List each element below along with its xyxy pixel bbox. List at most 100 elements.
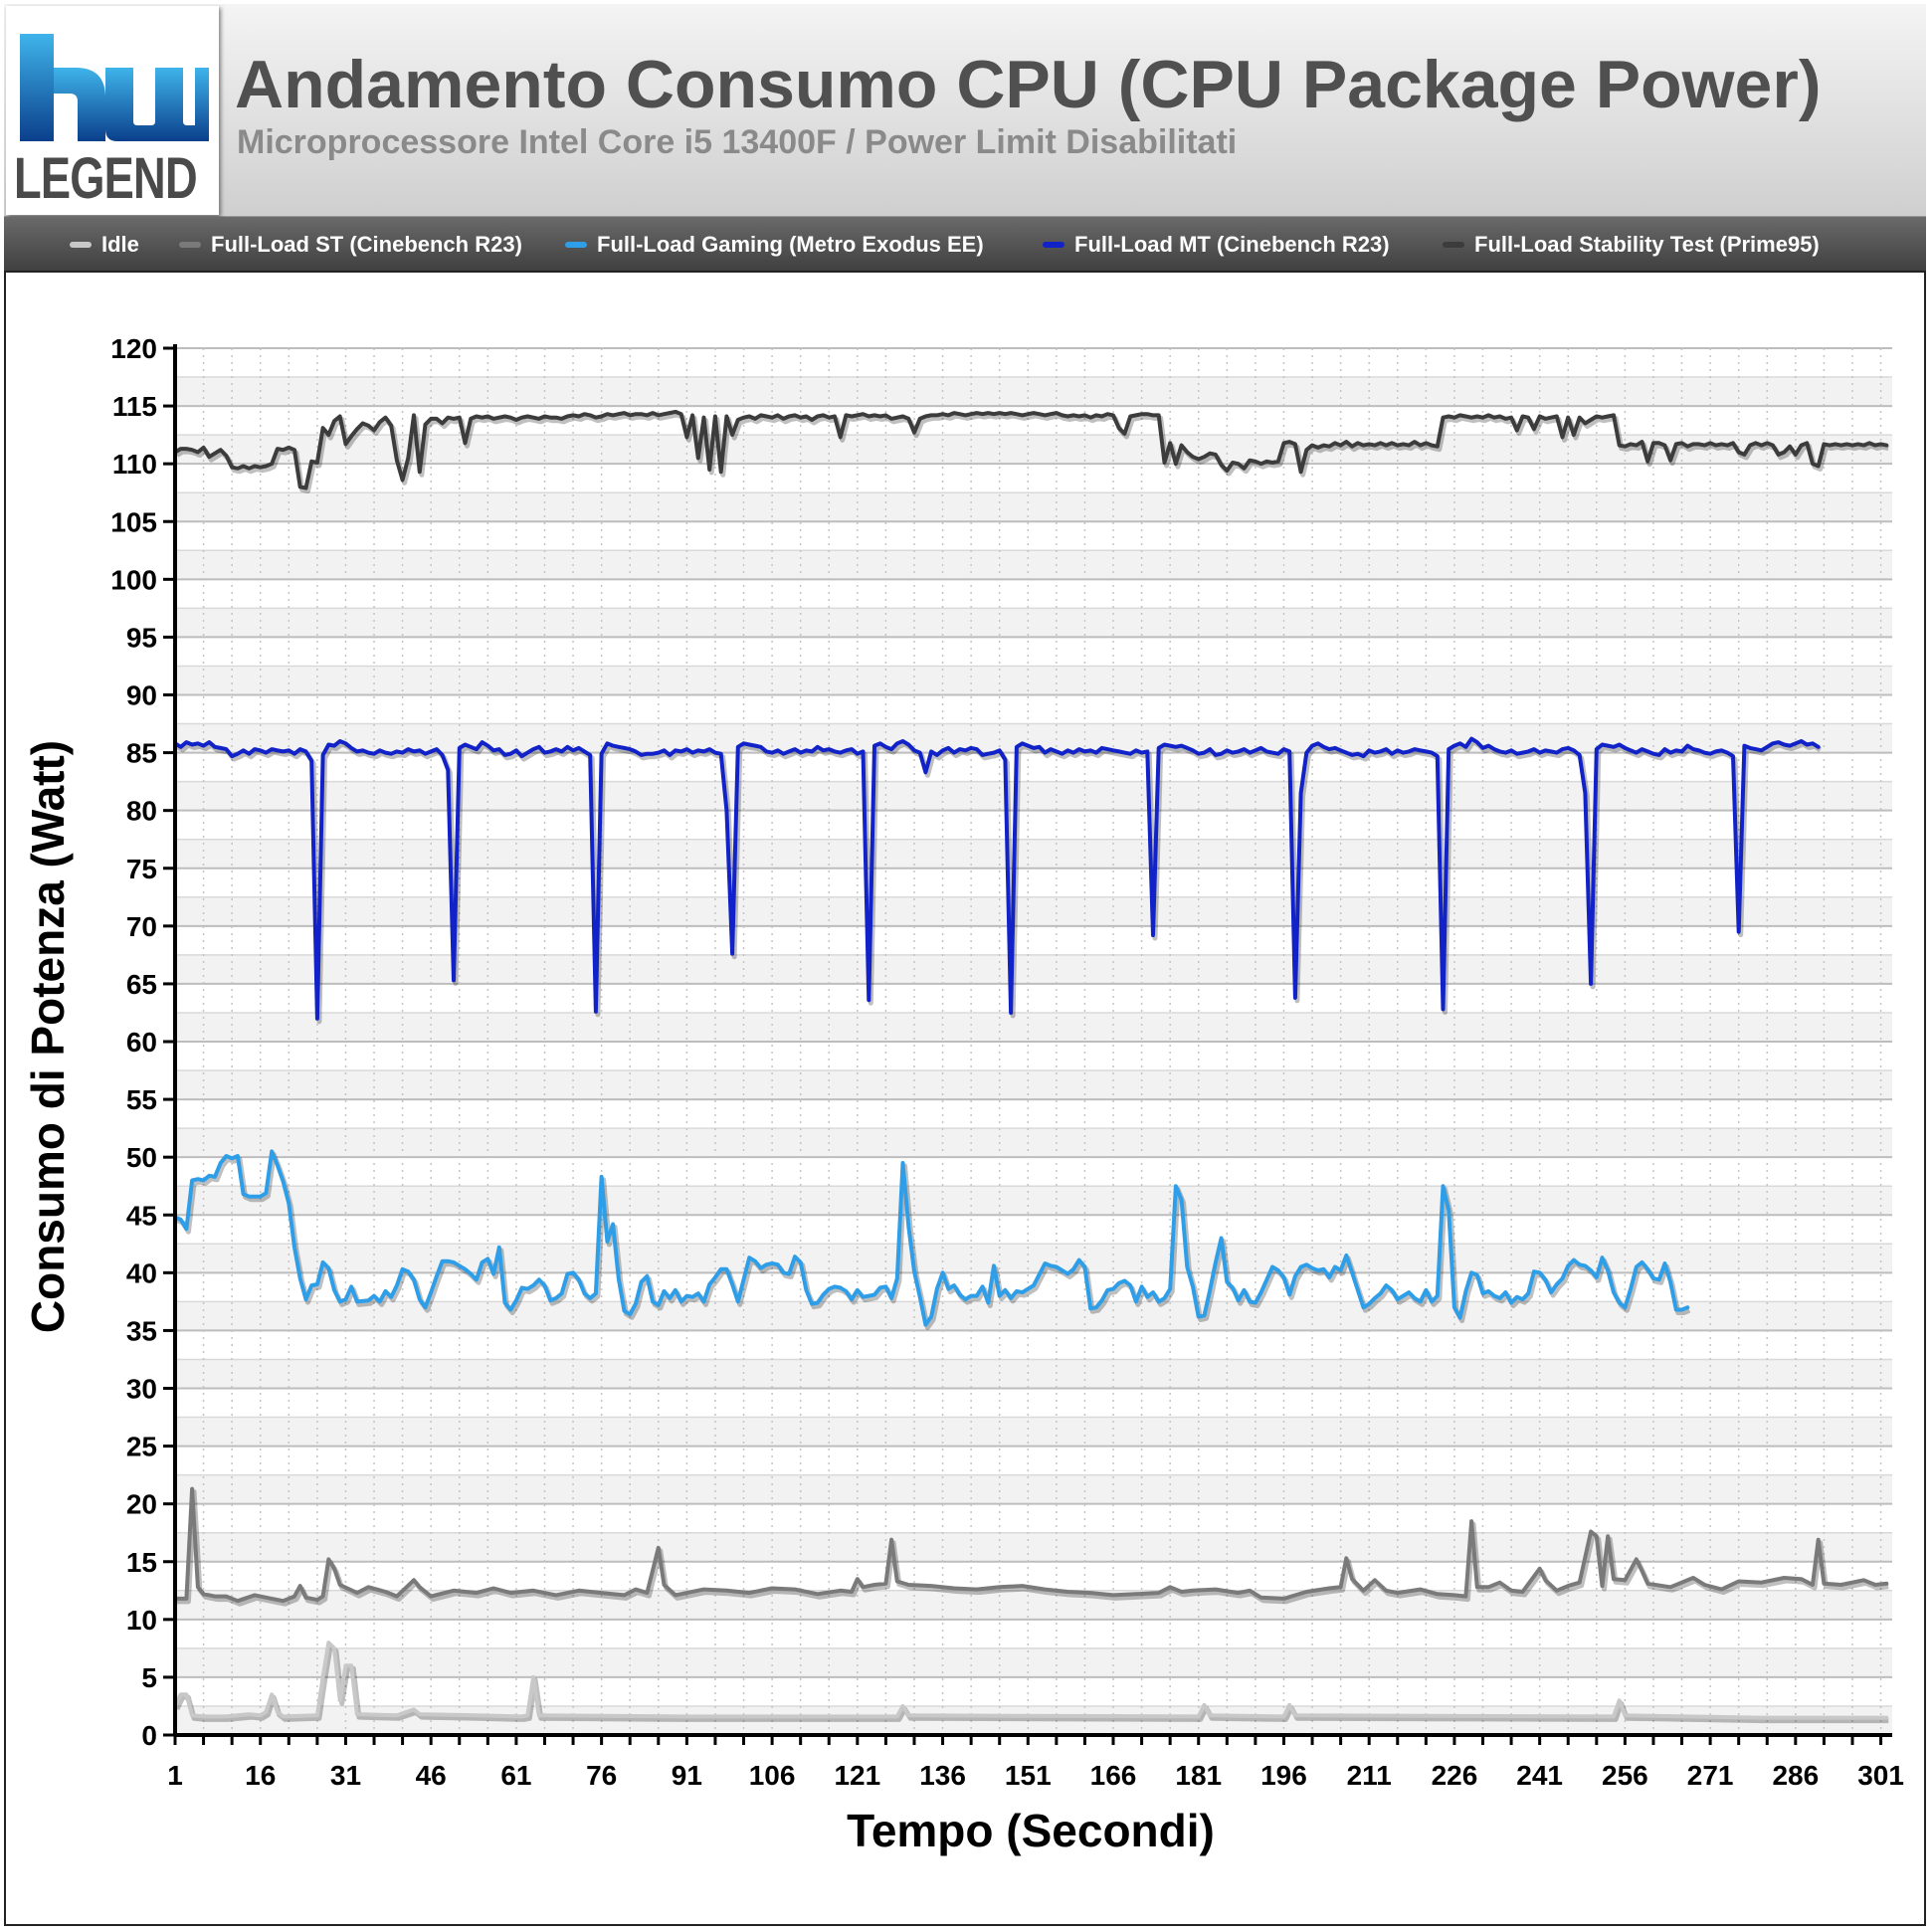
logo-text: LEGEND (14, 146, 198, 211)
x-tick-label: 136 (919, 1760, 966, 1791)
y-tick-label: 50 (126, 1142, 157, 1173)
x-tick-label: 211 (1347, 1760, 1392, 1791)
plot-band (175, 1012, 1892, 1042)
x-tick-label: 16 (245, 1760, 276, 1791)
legend-item-gaming: Full-Load Gaming (Metro Exodus EE) (565, 217, 984, 273)
y-tick-label: 110 (112, 449, 157, 480)
x-tick-label: 256 (1602, 1760, 1648, 1791)
legend-swatch-idle (70, 242, 92, 248)
legend-swatch-gaming (565, 242, 587, 248)
plot-band (175, 608, 1892, 638)
axes (163, 344, 1892, 1745)
x-tick-label: 166 (1090, 1760, 1137, 1791)
legend-item-st: Full-Load ST (Cinebench R23) (179, 217, 522, 273)
plot-band (175, 1705, 1892, 1735)
chart-header (4, 4, 1926, 217)
y-tick-label: 40 (126, 1257, 157, 1288)
vertical-gridlines (202, 348, 1882, 1735)
plot-band (175, 492, 1892, 522)
plot-band (175, 377, 1892, 407)
x-tick-label: 91 (672, 1760, 702, 1791)
y-tick-label: 5 (141, 1662, 157, 1693)
legend-item-idle: Idle (70, 217, 139, 273)
y-tick-labels: 0 5 10 15 20 25 30 35 40 45 50 55 60 65 70 75 80 85 90 95 10… (110, 333, 157, 1751)
plot-band (175, 1647, 1892, 1677)
y-tick-label: 35 (126, 1315, 157, 1346)
plot-band (175, 1070, 1892, 1100)
plot-band (175, 954, 1892, 984)
x-tick-label: 271 (1687, 1760, 1734, 1791)
x-tick-label: 61 (500, 1760, 531, 1791)
y-tick-label: 20 (126, 1489, 157, 1520)
x-tick-labels: 1 16 31 46 61 76 91 106 121 136 151 166 181 196 211 226… (167, 1760, 1904, 1791)
y-tick-label: 90 (126, 680, 157, 711)
legend: Idle Full-Load ST (Cinebench R23) Full-L… (4, 217, 1926, 273)
plot-band (175, 1532, 1892, 1562)
plot-band (175, 1474, 1892, 1504)
x-tick-label: 301 (1857, 1760, 1904, 1791)
plot-band (175, 1128, 1892, 1158)
chart-subtitle: Microprocessore Intel Core i5 13400F / P… (237, 123, 1238, 161)
legend-item-mt: Full-Load MT (Cinebench R23) (1043, 217, 1390, 273)
y-tick-label: 25 (126, 1432, 157, 1462)
series-line-mt (173, 736, 1821, 1021)
y-tick-label: 45 (126, 1200, 157, 1231)
plot-band (175, 435, 1892, 465)
plot-bands (175, 377, 1892, 1735)
chart-title: Andamento Consumo CPU (CPU Package Power… (235, 47, 1822, 122)
y-tick-label: 60 (126, 1027, 157, 1058)
plot-band (175, 550, 1892, 580)
legend-swatch-stability (1443, 242, 1464, 248)
legend-item-stability: Full-Load Stability Test (Prime95) (1443, 217, 1820, 273)
plot-band (175, 1359, 1892, 1389)
x-tick-label: 31 (330, 1760, 361, 1791)
y-tick-label: 15 (126, 1547, 157, 1578)
y-axis-label: Consumo di Potenza (Watt) (22, 740, 74, 1333)
series-line-stability (173, 409, 1889, 490)
y-tick-label: 120 (110, 333, 157, 364)
x-tick-label: 46 (416, 1760, 447, 1791)
plot-band (175, 896, 1892, 926)
series-shadow (176, 1151, 1691, 1331)
logo: LEGEND (6, 6, 219, 215)
y-tick-label: 115 (112, 391, 157, 422)
y-tick-label: 100 (110, 564, 157, 595)
y-tick-label: 65 (126, 969, 157, 1000)
legend-label-stability: Full-Load Stability Test (Prime95) (1474, 232, 1820, 257)
x-tick-label: 196 (1260, 1760, 1307, 1791)
plot-band (175, 1590, 1892, 1620)
series-line-idle (173, 1641, 1889, 1720)
legend-swatch-mt (1043, 242, 1064, 248)
plot-band (175, 1186, 1892, 1216)
y-tick-label: 0 (141, 1720, 157, 1751)
legend-label-mt: Full-Load MT (Cinebench R23) (1074, 232, 1390, 257)
legend-label-gaming: Full-Load Gaming (Metro Exodus EE) (597, 232, 984, 257)
y-tick-label: 30 (126, 1374, 157, 1405)
legend-label-idle: Idle (101, 232, 139, 257)
y-tick-label: 55 (126, 1084, 157, 1115)
x-tick-label: 181 (1175, 1760, 1222, 1791)
y-tick-label: 10 (126, 1605, 157, 1636)
x-tick-label: 151 (1005, 1760, 1052, 1791)
x-tick-label: 1 (167, 1760, 183, 1791)
x-axis-label: Tempo (Secondi) (847, 1805, 1215, 1856)
y-tick-label: 95 (126, 622, 157, 653)
plot-band (175, 1301, 1892, 1331)
series-layer (173, 409, 1889, 1724)
y-tick-label: 80 (126, 796, 157, 827)
plot-band (175, 781, 1892, 811)
y-tick-label: 70 (126, 911, 157, 942)
x-tick-label: 121 (834, 1760, 880, 1791)
y-tick-label: 85 (126, 738, 157, 769)
series-line-gaming (173, 1149, 1690, 1327)
x-tick-label: 76 (586, 1760, 617, 1791)
legend-label-st: Full-Load ST (Cinebench R23) (211, 232, 522, 257)
plot-band (175, 666, 1892, 695)
x-tick-label: 106 (749, 1760, 796, 1791)
series-line-st (173, 1486, 1889, 1604)
x-tick-label: 226 (1432, 1760, 1478, 1791)
y-tick-label: 75 (126, 854, 157, 884)
logo-mark-icon (20, 34, 209, 141)
x-tick-label: 241 (1516, 1760, 1563, 1791)
